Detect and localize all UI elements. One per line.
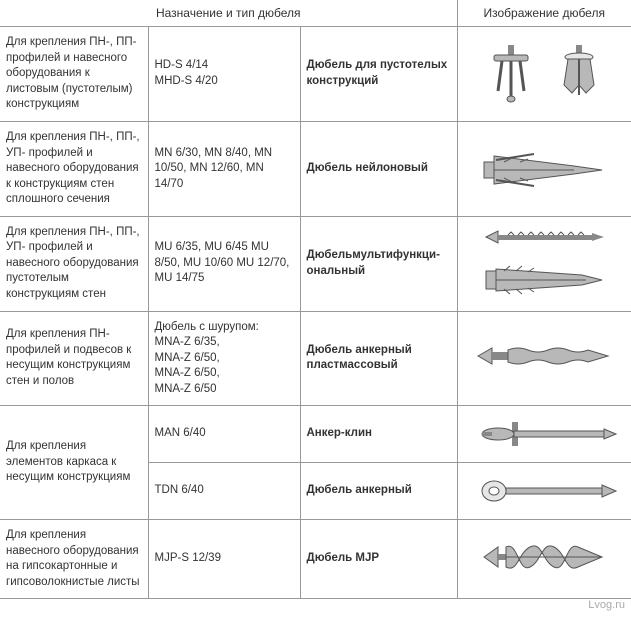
table-row: Для крепления ПН-, ПП-, УП- профилей и н… (0, 122, 631, 217)
cell-type: Дюбельмультифункци­ональный (300, 216, 457, 311)
cell-image (457, 463, 631, 520)
cell-model: TDN 6/40 (148, 463, 300, 520)
cell-model: HD-S 4/14 MHD-S 4/20 (148, 27, 300, 122)
cell-model: MN 6/30, MN 8/40, MN 10/50, MN 12/60, MN… (148, 122, 300, 217)
dowel-table: Назначение и тип дюбеля Изображение дюбе… (0, 0, 631, 599)
cell-purpose: Для крепления ПН-, ПП-профилей и навесно… (0, 27, 148, 122)
table-row: Для крепления ПН-, ПП-, УП- профилей и н… (0, 216, 631, 311)
cell-type: Дюбель MJP (300, 520, 457, 599)
header-right: Изображение дюбеля (457, 0, 631, 27)
watermark: Lvog.ru (0, 597, 631, 611)
cell-model: MU 6/35, MU 6/45 MU 8/50, MU 10/60 MU 12… (148, 216, 300, 311)
cell-type: Дюбель для пустотелых конструкций (300, 27, 457, 122)
header-left: Назначение и тип дюбеля (0, 0, 457, 27)
cell-purpose: Для крепления навесного оборудо­вания на… (0, 520, 148, 599)
table-row: Для крепления навесного оборудо­вания на… (0, 520, 631, 599)
cell-purpose: Для крепления ПН-, ПП-, УП- профилей и н… (0, 122, 148, 217)
cell-purpose: Для крепления элементов каркаса к несущи… (0, 406, 148, 520)
cell-model: Дюбель с шурупом: MNA-Z 6/35, MNA-Z 6/50… (148, 311, 300, 406)
cell-type: Дюбель анкерный пластмассовый (300, 311, 457, 406)
cell-image (457, 311, 631, 406)
table-row: Для крепления элементов каркаса к несущи… (0, 406, 631, 463)
cell-image (457, 216, 631, 311)
cell-image (457, 520, 631, 599)
cell-type: Анкер-клин (300, 406, 457, 463)
table-row: Для крепления ПН-, ПП-профилей и навесно… (0, 27, 631, 122)
cell-purpose: Для крепления ПН-, ПП-, УП- профилей и н… (0, 216, 148, 311)
cell-purpose: Для крепления ПН-профилей и подвесов к н… (0, 311, 148, 406)
cell-model: MJP-S 12/39 (148, 520, 300, 599)
cell-image (457, 406, 631, 463)
header-row: Назначение и тип дюбеля Изображение дюбе… (0, 0, 631, 27)
cell-type: Дюбель анкерный (300, 463, 457, 520)
table-row: Для крепления ПН-профилей и подвесов к н… (0, 311, 631, 406)
cell-image (457, 27, 631, 122)
cell-model: MAN 6/40 (148, 406, 300, 463)
cell-type: Дюбель нейлоновый (300, 122, 457, 217)
cell-image (457, 122, 631, 217)
